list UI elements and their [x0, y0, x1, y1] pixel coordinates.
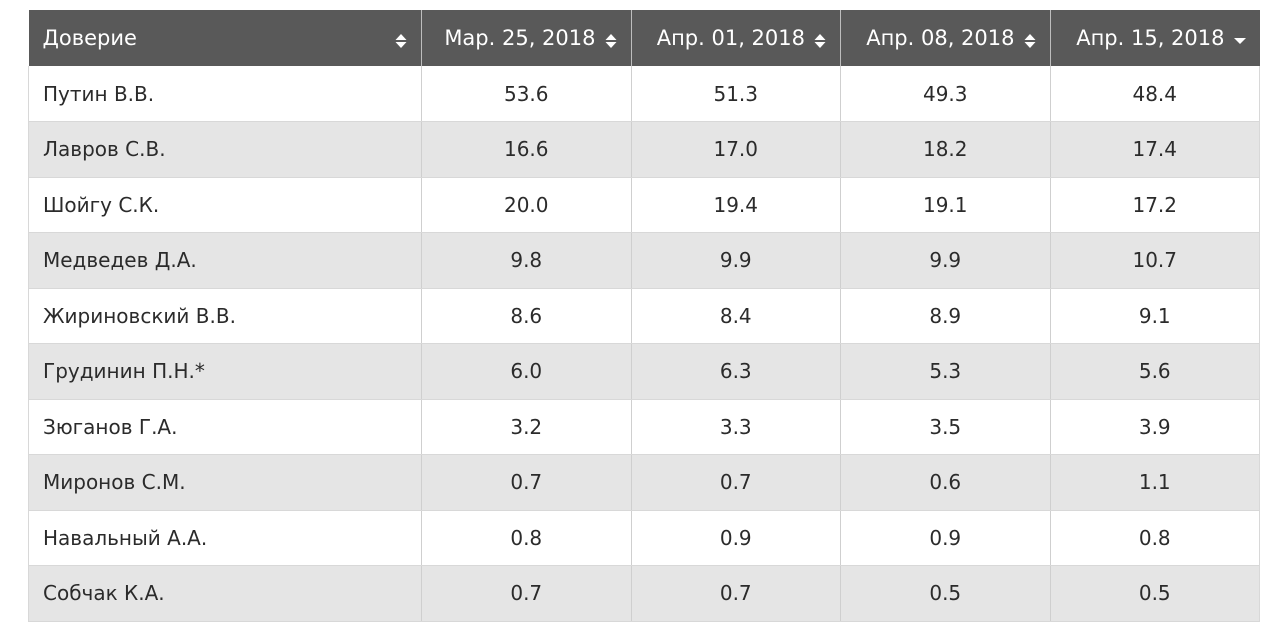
trust-value-cell: 0.8: [421, 510, 632, 566]
trust-value-cell: 49.3: [840, 66, 1051, 122]
column-header-label: Мар. 25, 2018: [444, 26, 596, 50]
trust-value-cell: 9.1: [1050, 288, 1260, 344]
politician-name-cell: Лавров С.В.: [28, 121, 422, 178]
trust-value-cell: 10.7: [1050, 232, 1260, 289]
trust-value-cell: 0.9: [840, 510, 1051, 566]
politician-name-cell: Собчак К.А.: [28, 565, 422, 622]
trust-value-cell: 9.9: [631, 232, 841, 289]
column-header-date-3[interactable]: Апр. 08, 2018: [840, 10, 1051, 66]
column-header-date-2[interactable]: Апр. 01, 2018: [631, 10, 841, 66]
sort-both-icon: [814, 30, 826, 48]
column-header-label: Апр. 15, 2018: [1076, 26, 1225, 50]
column-header-label: Доверие: [42, 26, 137, 50]
sort-both-icon: [1024, 30, 1036, 48]
politician-name-cell: Навальный А.А.: [28, 510, 422, 566]
trust-value-cell: 20.0: [421, 177, 632, 233]
trust-value-cell: 9.8: [421, 232, 632, 289]
politician-name-cell: Жириновский В.В.: [28, 288, 422, 344]
table-header: Доверие Мар. 25, 2018 Апр. 01, 2018 Апр. 08…: [28, 10, 1260, 66]
trust-value-cell: 8.6: [421, 288, 632, 344]
header-row: Доверие Мар. 25, 2018 Апр. 01, 2018 Апр. 08…: [28, 10, 1260, 66]
trust-value-cell: 3.5: [840, 399, 1051, 455]
trust-rating-table: Доверие Мар. 25, 2018 Апр. 01, 2018 Апр. 08…: [28, 10, 1260, 622]
table-row: Жириновский В.В. 8.6 8.4 8.9 9.1: [28, 288, 1260, 344]
trust-value-cell: 16.6: [421, 121, 632, 178]
table-row: Миронов С.М. 0.7 0.7 0.6 1.1: [28, 454, 1260, 511]
trust-value-cell: 19.4: [631, 177, 841, 233]
column-header-content: Мар. 25, 2018: [436, 26, 617, 50]
column-header-content: Апр. 15, 2018: [1065, 26, 1246, 50]
trust-value-cell: 17.4: [1050, 121, 1260, 178]
column-header-date-4[interactable]: Апр. 15, 2018: [1050, 10, 1260, 66]
column-header-content: Апр. 08, 2018: [855, 26, 1036, 50]
table-row: Собчак К.А. 0.7 0.7 0.5 0.5: [28, 565, 1260, 622]
trust-value-cell: 53.6: [421, 66, 632, 122]
trust-value-cell: 1.1: [1050, 454, 1260, 511]
trust-value-cell: 0.7: [421, 565, 632, 622]
trust-value-cell: 0.5: [840, 565, 1051, 622]
politician-name-cell: Зюганов Г.А.: [28, 399, 422, 455]
trust-value-cell: 6.0: [421, 343, 632, 400]
trust-value-cell: 9.9: [840, 232, 1051, 289]
table-body: Путин В.В. 53.6 51.3 49.3 48.4 Лавров С.В. 16.…: [28, 66, 1260, 622]
trust-value-cell: 0.7: [631, 454, 841, 511]
trust-value-cell: 0.9: [631, 510, 841, 566]
column-header-name[interactable]: Доверие: [28, 10, 422, 66]
politician-name-cell: Путин В.В.: [28, 66, 422, 122]
table-row: Зюганов Г.А. 3.2 3.3 3.5 3.9: [28, 399, 1260, 455]
politician-name-cell: Медведев Д.А.: [28, 232, 422, 289]
sort-desc-icon: [1233, 30, 1246, 46]
trust-value-cell: 8.9: [840, 288, 1051, 344]
table-row: Грудинин П.Н.* 6.0 6.3 5.3 5.6: [28, 343, 1260, 400]
table-row: Путин В.В. 53.6 51.3 49.3 48.4: [28, 66, 1260, 122]
politician-name-cell: Грудинин П.Н.*: [28, 343, 422, 400]
column-header-content: Апр. 01, 2018: [646, 26, 827, 50]
politician-name-cell: Шойгу С.К.: [28, 177, 422, 233]
trust-value-cell: 0.7: [421, 454, 632, 511]
trust-value-cell: 0.7: [631, 565, 841, 622]
sort-both-icon: [605, 30, 617, 48]
column-header-content: Доверие: [43, 26, 408, 50]
trust-value-cell: 0.5: [1050, 565, 1260, 622]
trust-value-cell: 6.3: [631, 343, 841, 400]
trust-value-cell: 5.6: [1050, 343, 1260, 400]
table-row: Лавров С.В. 16.6 17.0 18.2 17.4: [28, 121, 1260, 178]
trust-value-cell: 17.0: [631, 121, 841, 178]
table-row: Шойгу С.К. 20.0 19.4 19.1 17.2: [28, 177, 1260, 233]
column-header-label: Апр. 08, 2018: [866, 26, 1015, 50]
trust-value-cell: 18.2: [840, 121, 1051, 178]
trust-value-cell: 17.2: [1050, 177, 1260, 233]
column-header-date-1[interactable]: Мар. 25, 2018: [421, 10, 632, 66]
trust-value-cell: 0.8: [1050, 510, 1260, 566]
table-row: Медведев Д.А. 9.8 9.9 9.9 10.7: [28, 232, 1260, 289]
column-header-label: Апр. 01, 2018: [656, 26, 805, 50]
trust-value-cell: 3.3: [631, 399, 841, 455]
table-row: Навальный А.А. 0.8 0.9 0.9 0.8: [28, 510, 1260, 566]
trust-value-cell: 48.4: [1050, 66, 1260, 122]
trust-value-cell: 5.3: [840, 343, 1051, 400]
trust-value-cell: 19.1: [840, 177, 1051, 233]
trust-value-cell: 3.2: [421, 399, 632, 455]
trust-value-cell: 3.9: [1050, 399, 1260, 455]
trust-value-cell: 0.6: [840, 454, 1051, 511]
sort-both-icon: [395, 30, 407, 48]
trust-value-cell: 8.4: [631, 288, 841, 344]
trust-value-cell: 51.3: [631, 66, 841, 122]
politician-name-cell: Миронов С.М.: [28, 454, 422, 511]
